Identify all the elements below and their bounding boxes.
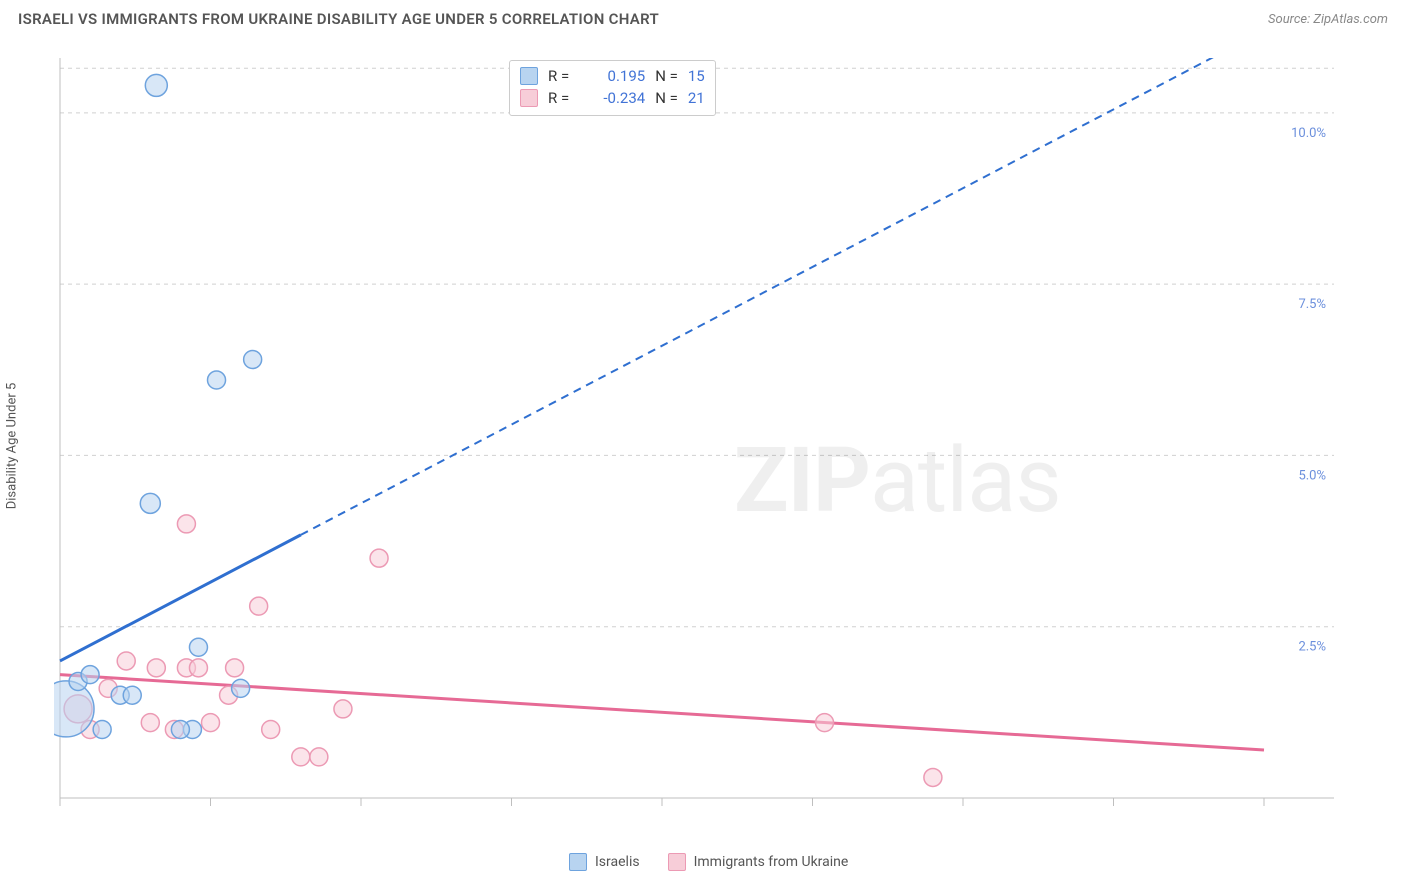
r-value-ukraine: -0.234 [579, 89, 645, 107]
r-label: R = [548, 67, 569, 85]
chart-title: ISRAELI VS IMMIGRANTS FROM UKRAINE DISAB… [18, 10, 659, 28]
header: ISRAELI VS IMMIGRANTS FROM UKRAINE DISAB… [0, 0, 1406, 34]
swatch-israelis [569, 853, 587, 871]
r-label: R = [548, 89, 569, 107]
corr-row-ukraine: R = -0.234 N = 21 [520, 87, 705, 109]
n-value-ukraine: 21 [688, 89, 705, 107]
source-label: Source: ZipAtlas.com [1268, 12, 1388, 27]
svg-text:10.0%: 10.0% [1291, 126, 1326, 141]
corr-row-israelis: R = 0.195 N = 15 [520, 65, 705, 87]
swatch-ukraine [520, 89, 538, 107]
legend-item-ukraine: Immigrants from Ukraine [668, 853, 849, 871]
svg-text:7.5%: 7.5% [1298, 297, 1326, 312]
svg-text:2.5%: 2.5% [1298, 640, 1326, 655]
series-legend: Israelis Immigrants from Ukraine [569, 853, 848, 871]
n-label: N = [655, 67, 678, 85]
correlation-box: R = 0.195 N = 15 R = -0.234 N = 21 [509, 60, 716, 116]
n-label: N = [655, 89, 678, 107]
n-value-israelis: 15 [688, 67, 705, 85]
legend-item-israelis: Israelis [569, 853, 640, 871]
scatter-chart: 2.5%5.0%7.5%10.0%0.0%20.0% [54, 58, 1334, 808]
chart-container: 2.5%5.0%7.5%10.0%0.0%20.0% R = 0.195 N =… [54, 58, 1334, 808]
swatch-ukraine [668, 853, 686, 871]
r-value-israelis: 0.195 [579, 67, 645, 85]
y-axis-label: Disability Age Under 5 [5, 383, 20, 510]
legend-label-ukraine: Immigrants from Ukraine [694, 854, 849, 870]
legend-label-israelis: Israelis [595, 854, 640, 870]
swatch-israelis [520, 67, 538, 85]
svg-text:5.0%: 5.0% [1298, 468, 1326, 483]
